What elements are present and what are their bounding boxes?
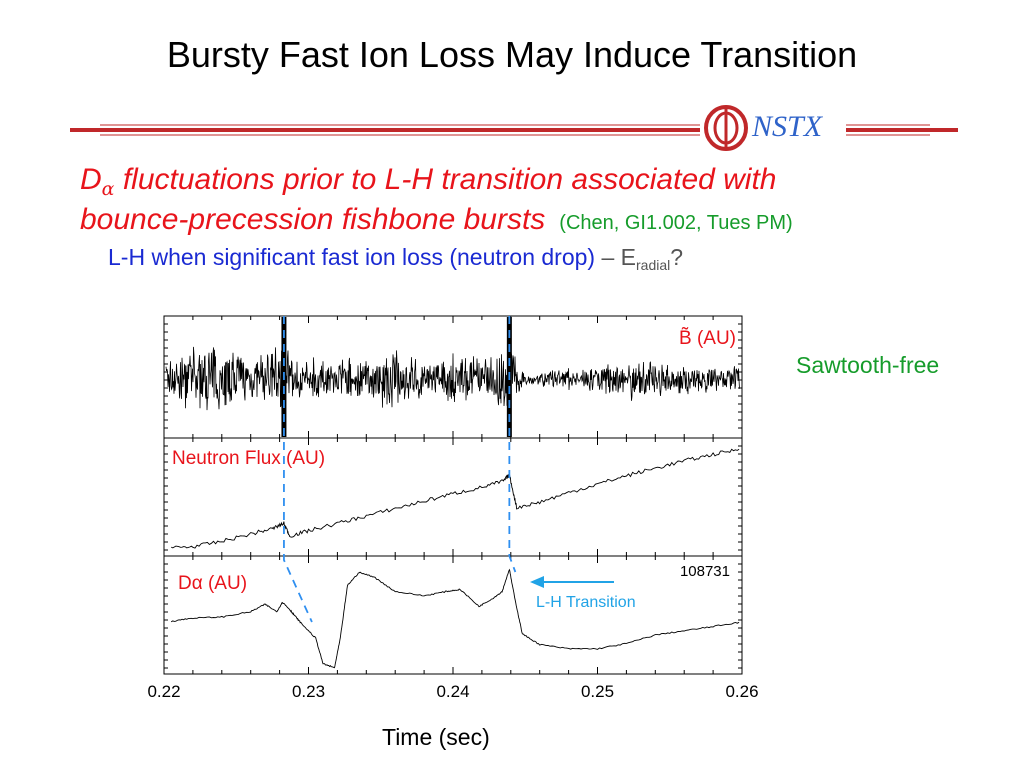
e-symbol: Eradial?	[614, 244, 684, 273]
neutron-flux-label: Neutron Flux (AU)	[172, 448, 325, 469]
radial-subscript: radial	[636, 257, 671, 273]
neutron-flux-trace	[170, 448, 740, 549]
x-tick-label: 0.24	[436, 682, 469, 701]
shot-number: 108731	[680, 563, 730, 580]
b-tilde-label: B̃ (AU)	[679, 327, 736, 349]
nstx-logo-text: NSTX	[752, 110, 823, 143]
lh-transition-label: L-H Transition	[536, 594, 636, 611]
x-tick-label: 0.25	[581, 682, 614, 701]
header-rule	[70, 124, 958, 136]
citation: (Chen, GI1.002, Tues PM)	[559, 212, 793, 234]
question-mark: ?	[670, 244, 684, 270]
heading-line-1: Dα fluctuations prior to L-H transition …	[80, 163, 777, 200]
transition-line-2	[508, 316, 517, 573]
x-tick-label: 0.22	[147, 682, 180, 701]
transition-line-1	[283, 316, 313, 623]
b-tilde-trace	[165, 346, 740, 411]
heading-line-2-text: bounce-precession fishbone bursts	[80, 203, 546, 236]
panel-frame-3	[163, 555, 743, 675]
x-tick-label: 0.23	[292, 682, 325, 701]
d-alpha-label: Dα (AU)	[178, 573, 247, 594]
lh-label: L-H	[108, 244, 146, 270]
d-symbol: D	[80, 163, 102, 196]
x-tick-label: 0.26	[725, 682, 758, 701]
alpha-subscript: α	[101, 178, 115, 200]
d-alpha-trace	[170, 568, 740, 669]
e-letter: E	[620, 244, 636, 270]
heading-line-3-text: when significant fast ion loss (neutron …	[145, 244, 602, 270]
sawtooth-free-label: Sawtooth-free	[796, 352, 940, 378]
en-dash: –	[601, 244, 615, 270]
lh-transition-arrowhead	[530, 576, 544, 588]
slide-title: Bursty Fast Ion Loss May Induce Transiti…	[166, 34, 858, 75]
heading-line-1-text: fluctuations prior to L-H transition ass…	[114, 163, 777, 196]
heading-line-3: L-H when significant fast ion loss (neut…	[108, 244, 683, 273]
nstx-logo-emblem	[704, 105, 748, 151]
x-axis-label: Time (sec)	[382, 724, 490, 750]
heading-line-2: bounce-precession fishbone bursts (Chen, …	[80, 203, 793, 237]
